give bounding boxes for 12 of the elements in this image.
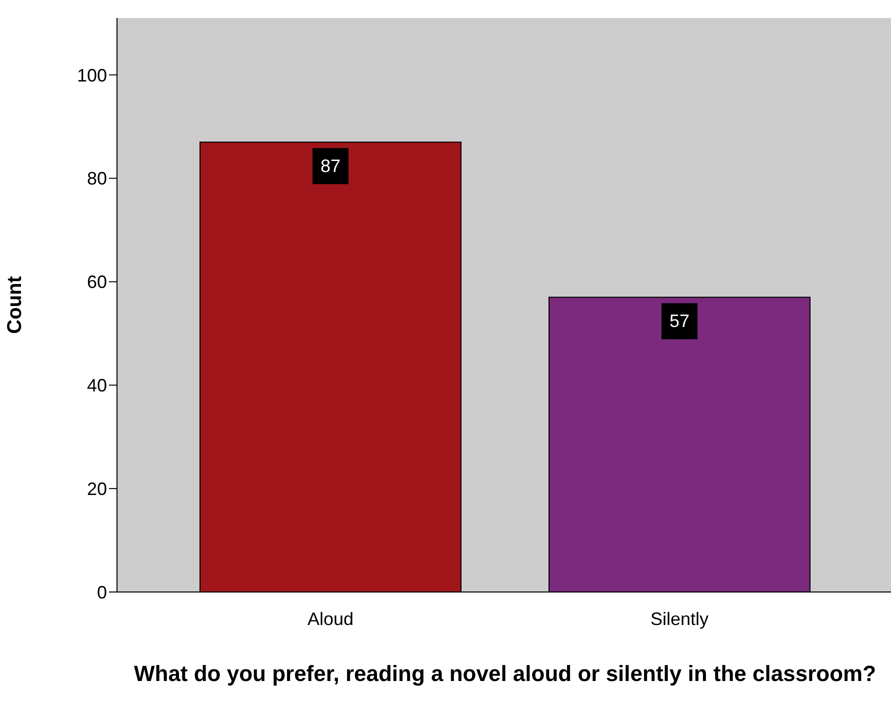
- y-tick-label: 100: [76, 65, 107, 86]
- data-label: 57: [669, 311, 690, 332]
- data-label: 87: [320, 156, 341, 176]
- x-tick-label: Silently: [650, 608, 709, 629]
- y-tick-label: 0: [96, 582, 107, 602]
- y-tick-label: 60: [86, 272, 107, 292]
- y-tick-label: 20: [86, 478, 107, 499]
- y-tick-label: 40: [86, 376, 107, 396]
- y-tick-label: 80: [86, 168, 107, 189]
- x-tick-label: Aloud: [307, 608, 354, 629]
- x-axis-title: What do you prefer, reading a novel aloud or silently in the classroom?: [132, 661, 878, 686]
- y-axis-title: Count: [4, 276, 26, 334]
